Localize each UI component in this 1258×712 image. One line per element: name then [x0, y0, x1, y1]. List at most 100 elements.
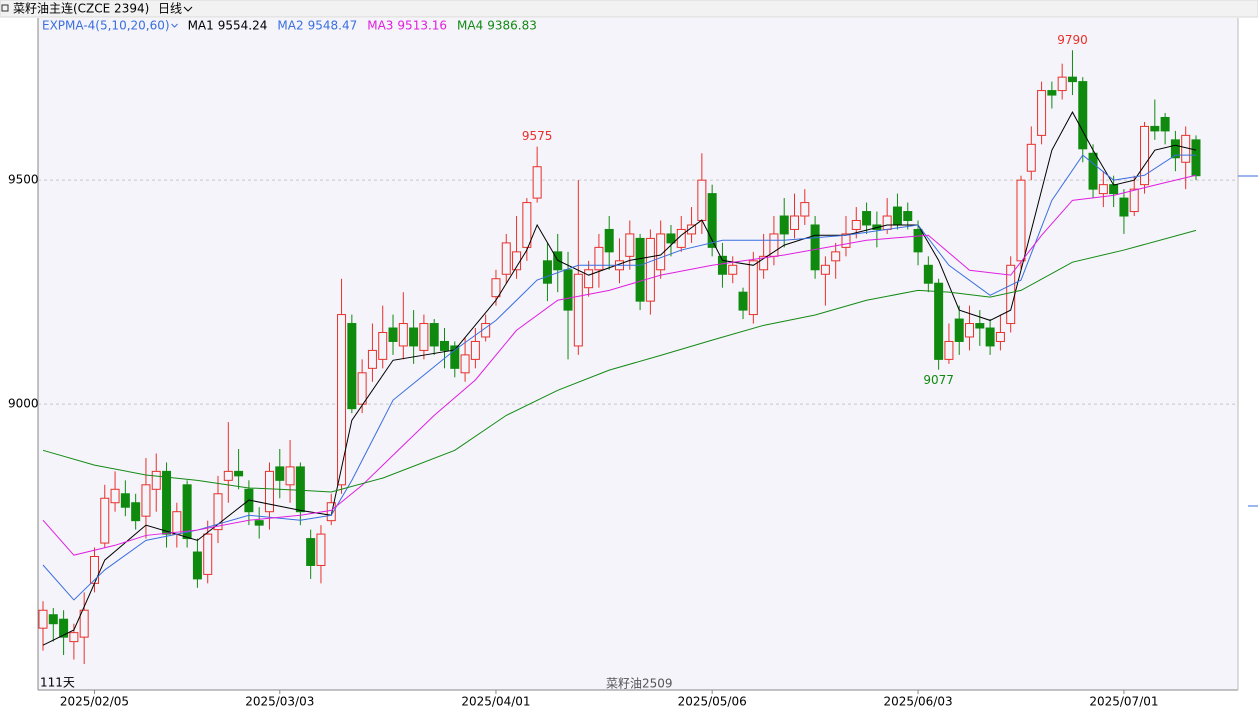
contract-name: 菜籽油2509	[606, 677, 673, 691]
candle-body	[470, 340, 480, 360]
candle-body	[151, 470, 161, 490]
candle-body	[975, 323, 985, 329]
candle-body	[851, 219, 861, 230]
candle-body	[573, 273, 583, 347]
candle-body	[316, 533, 326, 566]
candle-body	[1037, 90, 1047, 136]
candle-body	[1067, 76, 1077, 83]
title: 菜籽油主连(CZCE 2394)	[13, 1, 149, 16]
candle-body	[779, 215, 789, 235]
candle-body	[59, 618, 69, 638]
candle-body	[923, 264, 933, 284]
candle-body	[1191, 139, 1201, 177]
candle-body	[326, 502, 336, 522]
candle-body	[707, 193, 717, 248]
candle-body	[388, 327, 398, 342]
candle-body	[223, 470, 233, 481]
candle-body	[1006, 264, 1016, 325]
candle-body	[264, 470, 274, 513]
candle-body	[965, 323, 975, 338]
candle-body	[306, 538, 316, 566]
ma-line	[42, 154, 1196, 601]
candle-body	[213, 493, 223, 531]
candle-body	[1026, 143, 1036, 172]
candle-body	[501, 242, 511, 275]
candle-body	[398, 323, 408, 347]
indicator-label: EXPMA-4(5,10,20,60)	[42, 19, 170, 33]
menu-icon[interactable]	[1, 4, 9, 12]
candle-body	[1078, 81, 1088, 150]
candle-body	[1119, 197, 1129, 217]
candle-body	[954, 318, 964, 342]
candle-body	[1057, 76, 1067, 92]
candle-body	[429, 323, 439, 347]
legend-value: 9386.83	[487, 19, 537, 33]
legend-value: 9554.24	[218, 19, 268, 33]
candle-body	[234, 470, 244, 477]
candle-body	[542, 260, 552, 284]
period-chevron[interactable]	[183, 6, 193, 12]
candle-body	[862, 211, 872, 226]
candle-body	[1098, 184, 1108, 195]
candle-body	[367, 349, 377, 369]
extreme-label: 9575	[522, 129, 553, 143]
candle-body	[759, 255, 769, 271]
candle-body	[69, 632, 79, 643]
candle-body	[337, 314, 347, 486]
candle-body	[100, 497, 110, 544]
candle-body	[172, 511, 182, 535]
candle-body	[48, 614, 58, 625]
candle-body	[1129, 188, 1139, 213]
candle-body	[1088, 152, 1098, 190]
candle-body	[378, 331, 388, 360]
x-tick-label: 2025/06/03	[883, 695, 952, 709]
candle-body	[409, 327, 419, 347]
legend-name: MA4	[457, 19, 483, 33]
x-tick-label: 2025/04/01	[461, 695, 530, 709]
candle-body	[666, 233, 676, 244]
candle-body	[120, 493, 130, 508]
candle-body	[892, 206, 902, 226]
legend-value: 9513.16	[397, 19, 447, 33]
candle-body	[687, 224, 697, 235]
candle-body	[790, 215, 800, 230]
x-tick-label: 2025/02/05	[60, 695, 129, 709]
y-tick-label: 9000	[8, 397, 39, 411]
legend-name: MA3	[367, 19, 393, 33]
candle-body	[769, 233, 779, 257]
plot-area	[38, 18, 1238, 690]
candle-body	[841, 233, 851, 248]
candle-body	[563, 269, 573, 311]
candle-body	[131, 502, 141, 522]
candle-body	[625, 233, 635, 257]
candle-body	[491, 278, 501, 298]
y-tick-label: 9500	[8, 173, 39, 187]
x-tick-label: 2025/05/06	[678, 695, 747, 709]
candle-body	[645, 237, 655, 302]
x-tick-label: 2025/07/01	[1089, 695, 1158, 709]
candle-body	[985, 327, 995, 347]
candle-body	[347, 323, 357, 410]
candle-body	[162, 470, 172, 535]
ma-line	[42, 174, 1197, 556]
candle-body	[110, 488, 120, 504]
candle-body	[460, 354, 470, 374]
candle-body	[697, 179, 707, 221]
candle-body	[285, 466, 295, 486]
candle-body	[532, 166, 542, 199]
candle-body	[357, 372, 367, 405]
candle-body	[522, 202, 532, 248]
indicator-chevron[interactable]	[171, 23, 178, 28]
top-bar	[0, 0, 1258, 18]
candle-body	[439, 340, 449, 351]
candle-body	[275, 466, 285, 481]
candle-body	[1150, 125, 1160, 132]
extreme-label: 9077	[923, 373, 954, 387]
candle-body	[419, 323, 429, 351]
extreme-label: 9790	[1057, 33, 1088, 47]
candle-body	[934, 282, 944, 360]
candle-body	[903, 211, 913, 221]
period[interactable]: 日线	[158, 2, 182, 16]
candle-body	[635, 237, 645, 302]
candle-body	[1140, 125, 1150, 186]
